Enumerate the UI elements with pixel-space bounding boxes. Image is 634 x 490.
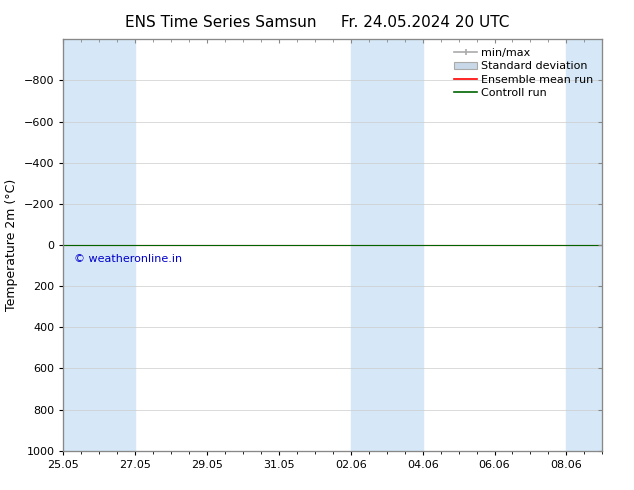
- Legend: min/max, Standard deviation, Ensemble mean run, Controll run: min/max, Standard deviation, Ensemble me…: [451, 45, 597, 101]
- Text: © weatheronline.in: © weatheronline.in: [74, 254, 183, 265]
- Y-axis label: Temperature 2m (°C): Temperature 2m (°C): [5, 179, 18, 311]
- Bar: [351, 39, 423, 451]
- Text: ENS Time Series Samsun     Fr. 24.05.2024 20 UTC: ENS Time Series Samsun Fr. 24.05.2024 20…: [125, 15, 509, 30]
- Bar: [566, 39, 602, 451]
- Bar: [63, 39, 135, 451]
